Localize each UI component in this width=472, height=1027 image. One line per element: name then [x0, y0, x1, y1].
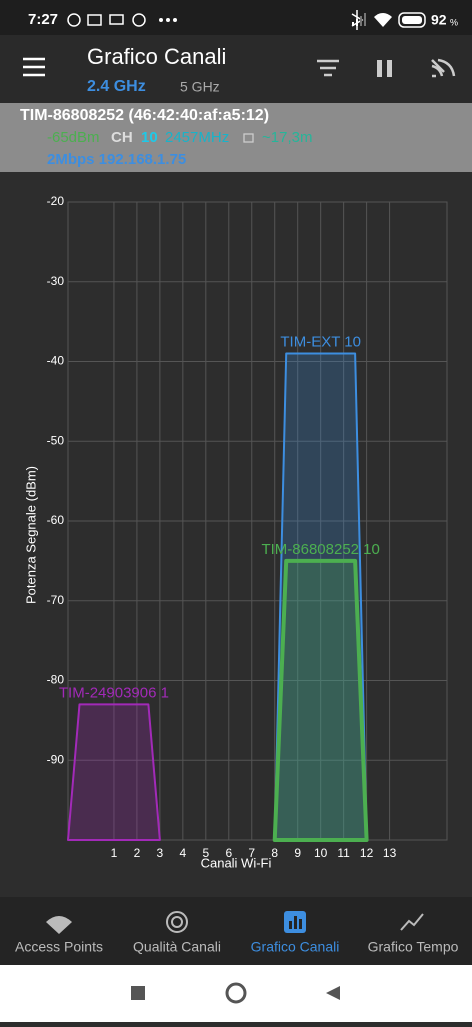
lock-icon: [243, 133, 254, 143]
bottom-nav: [0, 897, 472, 965]
nav-item-active[interactable]: Grafico Canali: [251, 939, 340, 955]
x-tick-label: 6: [225, 846, 232, 860]
x-tick-label: 4: [180, 846, 187, 860]
x-axis-label: Canali Wi-Fi: [201, 855, 272, 870]
x-tick-label: 1: [111, 846, 118, 860]
x-tick-label: 2: [134, 846, 141, 860]
y-tick-label: -70: [47, 593, 65, 607]
connection-panel: [0, 103, 472, 172]
nav-icon: [284, 911, 306, 933]
laptop-icon: [109, 14, 124, 25]
y-tick-label: -40: [47, 354, 65, 368]
battery-icon: [398, 12, 426, 28]
pause-button[interactable]: [377, 60, 392, 77]
nav-item[interactable]: Qualità Canali: [133, 939, 221, 955]
x-tick-label: 7: [248, 846, 255, 860]
x-tick-label: 5: [202, 846, 209, 860]
mail-icon: [87, 14, 102, 26]
wifi-icon: [374, 13, 392, 27]
x-tick-label: 12: [360, 846, 374, 860]
scan-button[interactable]: [431, 58, 456, 78]
nav-item[interactable]: Grafico Tempo: [368, 939, 459, 955]
nav-icon: [46, 916, 72, 934]
nav-icon: [400, 913, 424, 931]
network-area: [67, 703, 161, 841]
x-tick-label: 3: [157, 846, 164, 860]
more-dots: [159, 18, 177, 22]
band-tab[interactable]: 5 GHz: [180, 79, 220, 95]
menu-button[interactable]: [23, 57, 45, 77]
nav-icon: [166, 911, 188, 933]
signal-icon: [352, 13, 366, 26]
y-tick-label: -60: [47, 513, 65, 527]
channel-chart: Potenza Segnale (dBm) Canali Wi-Fi -20 -3…: [23, 194, 448, 870]
y-tick-label: -30: [47, 274, 65, 288]
x-tick-label: 13: [383, 846, 397, 860]
y-axis-label: Potenza Segnale (dBm): [23, 466, 38, 604]
filter-button[interactable]: [317, 59, 339, 77]
connection-ssid: TIM-86808252 (46:42:40:af:a5:12): [20, 107, 269, 124]
network-label: TIM-24903906 1: [59, 684, 169, 701]
band-tab-active[interactable]: 2.4 GHz: [87, 78, 146, 95]
network-area: [272, 558, 369, 842]
y-tick-label: -20: [47, 194, 65, 208]
x-tick-label: 8: [271, 846, 278, 860]
connection-channel: 10: [141, 129, 158, 146]
y-tick-label: -80: [47, 673, 65, 687]
x-tick-label: 11: [337, 846, 350, 860]
connection-signal: -65dBm: [47, 129, 100, 146]
x-tick-label: 9: [294, 846, 301, 860]
battery-level: [402, 16, 422, 24]
connection-link: 2Mbps 192.168.1.75: [47, 151, 186, 168]
nav-item[interactable]: Access Points: [15, 939, 103, 955]
battery-text: 92: [431, 12, 447, 28]
network-label: TIM-86808252 10: [261, 541, 379, 558]
y-tick-label: -50: [47, 433, 65, 447]
back-button[interactable]: [326, 986, 340, 1000]
battery-unit: %: [450, 17, 458, 27]
network-label: TIM-EXT 10: [280, 333, 361, 350]
alarm-icon: [67, 13, 81, 27]
app-bar: [0, 35, 472, 103]
recents-button[interactable]: [131, 986, 145, 1000]
alarm-icon: [132, 13, 146, 27]
status-bar: [0, 0, 472, 35]
connection-distance: ~17,3m: [262, 129, 312, 146]
x-tick-label: 10: [314, 846, 328, 860]
y-tick-label: -90: [47, 752, 65, 766]
home-button[interactable]: [225, 982, 247, 1004]
connection-frequency: 2457MHz: [165, 129, 229, 146]
status-time: 7:27: [28, 11, 58, 28]
connection-ch-label: CH: [111, 129, 133, 146]
system-nav: [0, 965, 472, 1022]
app-title: Grafico Canali: [87, 44, 226, 69]
